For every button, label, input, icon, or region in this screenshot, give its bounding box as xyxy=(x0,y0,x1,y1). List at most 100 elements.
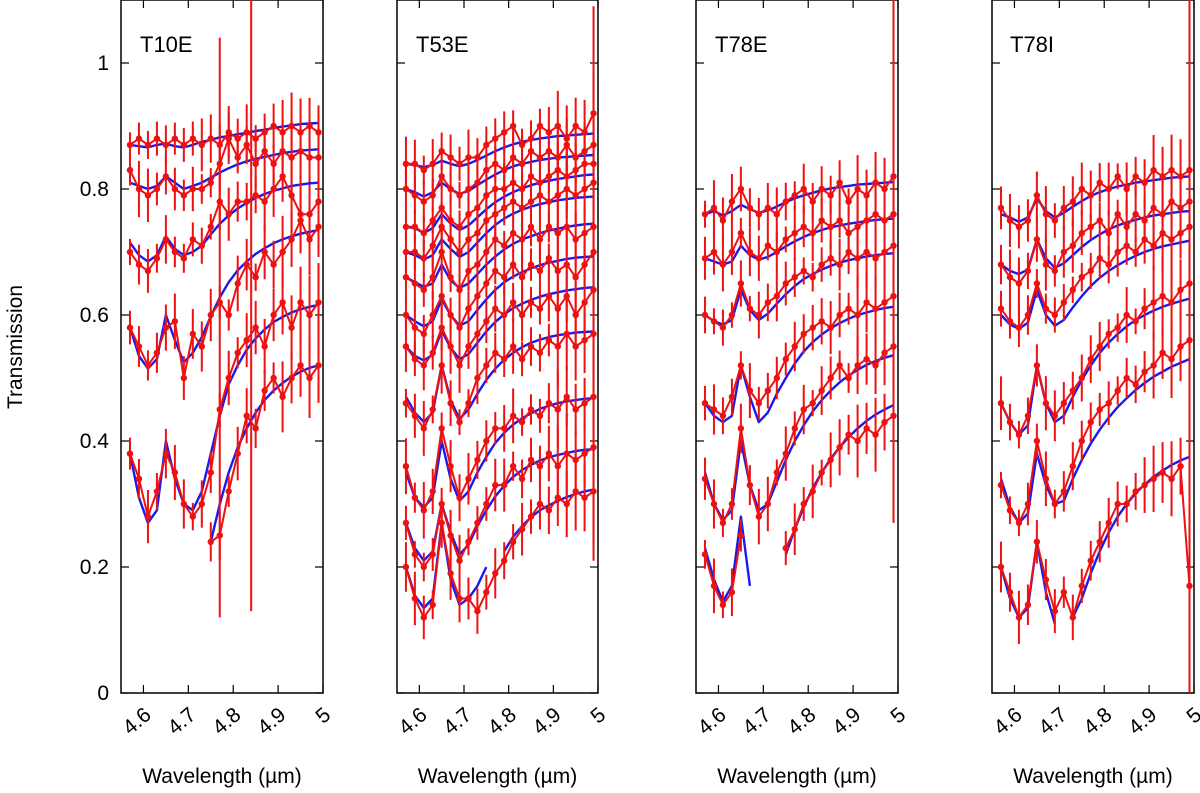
data-point xyxy=(818,387,825,394)
data-point xyxy=(1114,248,1121,256)
data-point xyxy=(456,160,463,167)
data-point xyxy=(746,387,754,394)
data-point xyxy=(863,425,870,432)
data-line xyxy=(1000,339,1191,524)
data-point xyxy=(554,343,561,350)
data-point xyxy=(465,236,472,243)
data-point xyxy=(755,311,763,319)
data-point xyxy=(836,362,843,369)
data-point xyxy=(189,135,197,142)
data-point xyxy=(198,343,205,350)
data-point xyxy=(764,387,772,394)
data-point xyxy=(997,204,1005,212)
data-point xyxy=(1042,400,1050,407)
data-point xyxy=(144,513,152,520)
y-tick-label: 1 xyxy=(97,52,109,75)
data-point xyxy=(563,450,570,457)
data-point xyxy=(243,337,250,344)
data-point xyxy=(252,324,259,331)
data-point xyxy=(1033,437,1041,445)
data-point xyxy=(456,418,463,426)
data-point xyxy=(1078,229,1085,237)
data-point xyxy=(581,337,588,344)
data-point xyxy=(306,374,313,382)
data-point xyxy=(447,343,454,350)
data-point xyxy=(420,166,427,174)
data-point xyxy=(243,261,250,268)
data-point xyxy=(755,255,763,262)
data-point xyxy=(572,236,579,243)
data-point xyxy=(1150,204,1157,212)
data-point xyxy=(1123,242,1130,249)
data-point xyxy=(126,324,134,331)
data-point xyxy=(536,267,544,275)
data-point xyxy=(483,500,490,508)
data-point xyxy=(845,248,852,256)
data-point xyxy=(501,557,508,564)
data-point xyxy=(411,595,419,602)
data-point xyxy=(1159,292,1166,300)
data-point xyxy=(536,349,544,356)
data-line xyxy=(405,251,595,335)
data-point xyxy=(1060,400,1068,407)
data-point xyxy=(1069,614,1077,621)
data-point xyxy=(554,463,561,470)
data-point xyxy=(144,362,152,369)
data-point xyxy=(836,311,843,319)
data-point xyxy=(1168,236,1175,243)
model-line xyxy=(703,354,894,521)
data-point xyxy=(827,456,834,464)
data-point xyxy=(1096,538,1103,545)
data-point xyxy=(198,500,205,508)
panel-frame xyxy=(695,0,899,694)
data-point xyxy=(845,198,852,205)
data-point xyxy=(306,154,313,161)
data-point xyxy=(483,280,490,287)
data-point xyxy=(243,412,250,419)
data-line xyxy=(1000,225,1191,329)
data-point xyxy=(518,160,526,167)
data-point xyxy=(1042,576,1050,583)
data-point xyxy=(881,248,888,256)
data-line xyxy=(704,244,895,329)
data-point xyxy=(1141,368,1148,375)
data-point xyxy=(225,311,232,319)
data-point xyxy=(207,135,214,142)
data-point xyxy=(474,229,481,237)
data-point xyxy=(809,324,816,331)
data-point xyxy=(456,223,463,230)
x-tick-label: 4.9 xyxy=(1124,703,1161,739)
data-point xyxy=(737,229,745,237)
data-point xyxy=(572,192,579,199)
data-line xyxy=(129,125,320,146)
x-tick-label: 5 xyxy=(311,703,335,728)
data-point xyxy=(1051,311,1059,319)
data-point xyxy=(545,173,553,180)
data-point xyxy=(1123,500,1130,508)
data-line xyxy=(1000,169,1191,228)
x-tick-label: 4.7 xyxy=(1034,703,1071,739)
data-point xyxy=(261,148,268,155)
data-point xyxy=(1159,349,1166,356)
data-point xyxy=(818,261,825,268)
data-point xyxy=(315,299,322,306)
data-point xyxy=(845,431,852,438)
data-point xyxy=(509,463,517,470)
data-point xyxy=(234,450,241,457)
y-tick-label: 0 xyxy=(97,682,109,705)
data-point xyxy=(881,299,888,306)
data-point xyxy=(827,192,834,199)
data-point xyxy=(1132,248,1139,256)
data-point xyxy=(719,261,727,268)
data-point xyxy=(1024,217,1032,224)
data-point xyxy=(1114,211,1121,218)
data-point xyxy=(261,343,268,350)
data-point xyxy=(791,526,798,533)
data-point xyxy=(764,204,772,212)
data-point xyxy=(225,374,232,382)
data-point xyxy=(518,475,526,482)
data-line xyxy=(405,225,595,291)
data-point xyxy=(135,475,143,482)
data-point xyxy=(563,292,570,300)
data-point xyxy=(1150,166,1157,174)
